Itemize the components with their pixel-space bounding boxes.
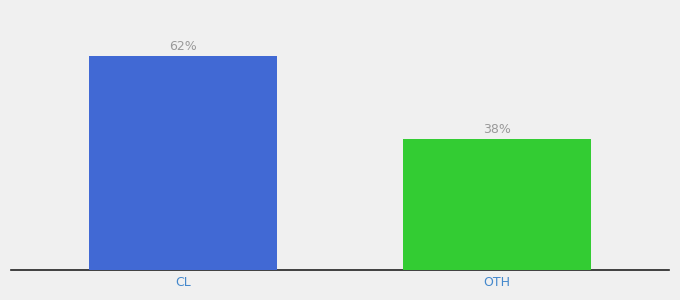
Bar: [403, 139, 591, 270]
Text: 62%: 62%: [169, 40, 197, 52]
Text: 38%: 38%: [483, 122, 511, 136]
Bar: [89, 56, 277, 270]
